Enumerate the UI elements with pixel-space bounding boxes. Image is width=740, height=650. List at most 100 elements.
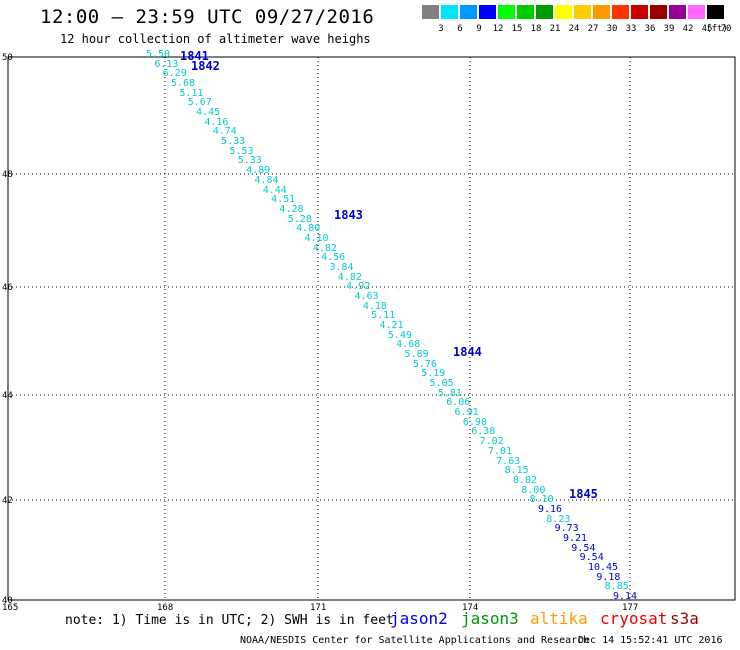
wave-height-label: 8.23 bbox=[546, 513, 571, 525]
legend-label: 30 bbox=[606, 24, 618, 34]
wave-height-label: 9.54 bbox=[579, 552, 604, 564]
wave-height-label: 6.13 bbox=[154, 58, 179, 70]
legend-label: 9 bbox=[476, 24, 482, 34]
wave-height-label: 6.06 bbox=[446, 397, 471, 409]
wave-height-label: 4.92 bbox=[346, 281, 371, 293]
satellite-name: jason2 bbox=[390, 609, 448, 628]
wave-height-label: 9.73 bbox=[554, 523, 579, 535]
wave-height-label: 7.01 bbox=[487, 445, 512, 457]
legend-swatch bbox=[593, 5, 610, 19]
wave-height-label: 5.89 bbox=[404, 349, 429, 361]
page-title: 12:00 – 23:59 UTC 09/27/2016 bbox=[40, 6, 375, 28]
legend-swatch bbox=[460, 5, 477, 19]
legend-swatch bbox=[517, 5, 534, 19]
page-subtitle: 12 hour collection of altimeter wave hei… bbox=[60, 32, 371, 46]
lon-label: 171 bbox=[310, 603, 327, 613]
lat-label: 50 bbox=[2, 53, 13, 63]
satellite-name: altika bbox=[530, 609, 588, 628]
footer-timestamp: Dec 14 15:52:41 UTC 2016 bbox=[578, 635, 723, 646]
wave-height-label: 4.82 bbox=[312, 242, 337, 254]
legend-label: 15 bbox=[511, 24, 523, 34]
wave-height-label: 4.44 bbox=[262, 184, 287, 196]
wave-height-label: 8.10 bbox=[529, 494, 554, 506]
wave-height-label: 5.11 bbox=[179, 87, 204, 99]
wave-height-label: 5.19 bbox=[421, 368, 446, 380]
wave-height-label: 9.18 bbox=[596, 571, 621, 583]
wave-height-label: 5.49 bbox=[387, 329, 412, 341]
wave-height-label: 8.02 bbox=[512, 474, 538, 486]
wave-height-label: 6.90 bbox=[462, 416, 487, 428]
wave-height-label: 4.56 bbox=[321, 252, 346, 264]
wave-height-label: 6.91 bbox=[454, 407, 479, 419]
legend-label: 12 bbox=[492, 24, 504, 34]
map-frame bbox=[7, 56, 736, 601]
legend-label: 24 bbox=[568, 24, 580, 34]
wave-height-label: 7.63 bbox=[496, 455, 521, 467]
legend-label: 45 bbox=[701, 24, 713, 34]
satellite-name: cryosat bbox=[600, 609, 668, 628]
wave-height-label: 5.28 bbox=[287, 213, 312, 225]
wave-height-label: 4.21 bbox=[379, 320, 404, 331]
wave-height-label: 8.85 bbox=[604, 581, 629, 593]
legend-swatch bbox=[688, 5, 705, 19]
lon-label: 177 bbox=[622, 603, 639, 613]
lat-label: 44 bbox=[2, 391, 13, 401]
wave-height-label: 6.38 bbox=[471, 426, 496, 438]
wave-height-label: 9.14 bbox=[613, 591, 638, 602]
legend-swatch bbox=[707, 5, 724, 19]
legend-label: 70 bbox=[720, 24, 732, 34]
legend-swatch bbox=[650, 5, 667, 19]
legend-swatch bbox=[669, 5, 686, 19]
legend-label: 6 bbox=[457, 24, 463, 34]
pass-id-label: 1843 bbox=[334, 208, 363, 222]
legend-swatch bbox=[422, 5, 439, 19]
legend-swatch bbox=[498, 5, 515, 19]
wave-height-label: 7.02 bbox=[479, 436, 504, 448]
legend-label: 33 bbox=[625, 24, 637, 34]
legend-swatch bbox=[479, 5, 496, 19]
wave-height-label: 5.33 bbox=[237, 155, 262, 167]
lat-label: 40 bbox=[2, 596, 13, 606]
wave-height-label: 6.29 bbox=[162, 68, 187, 80]
legend-label: 39 bbox=[663, 24, 675, 34]
wave-height-label: 10.45 bbox=[587, 561, 619, 573]
wave-height-label: 5.05 bbox=[429, 378, 454, 390]
lon-label: 168 bbox=[157, 603, 174, 613]
pass-id-label: 1841 bbox=[180, 49, 209, 63]
wave-height-label: 5.50 bbox=[146, 49, 171, 60]
wave-height-label: 5.11 bbox=[371, 310, 396, 322]
wave-height-label: 4.68 bbox=[396, 339, 421, 351]
wave-height-label: 5.33 bbox=[221, 136, 246, 148]
wave-height-label: 3.84 bbox=[329, 261, 354, 273]
wave-height-label: 5.81 bbox=[437, 387, 462, 399]
wave-height-label: 4.18 bbox=[362, 300, 387, 312]
wave-height-label: 8.00 bbox=[521, 484, 546, 496]
wave-height-label: 8.15 bbox=[504, 465, 529, 477]
footer-note: note: 1) Time is in UTC; 2) SWH is in fe… bbox=[65, 613, 394, 628]
legend-label: 3 bbox=[438, 24, 444, 34]
lon-label: 174 bbox=[462, 603, 479, 613]
wave-height-label: 4.84 bbox=[254, 174, 279, 186]
lat-label: 46 bbox=[2, 283, 13, 293]
wave-height-label: 4.82 bbox=[337, 271, 362, 283]
legend-swatch bbox=[574, 5, 591, 19]
lon-label: 165 bbox=[2, 603, 19, 613]
legend-label: 36 bbox=[644, 24, 656, 34]
wave-height-label: 4.10 bbox=[304, 232, 329, 244]
wave-height-label: 9.54 bbox=[571, 542, 596, 554]
legend-swatch bbox=[631, 5, 648, 19]
pass-id-label: 1844 bbox=[453, 345, 482, 359]
wave-height-label: 4.74 bbox=[212, 126, 237, 138]
satellite-name: jason3 bbox=[461, 609, 519, 628]
legend-label: 21 bbox=[549, 24, 561, 34]
legend-swatch bbox=[555, 5, 572, 19]
legend-label: 18 bbox=[530, 24, 542, 34]
wave-height-label: 4.63 bbox=[354, 290, 379, 302]
wave-height-label: 4.16 bbox=[204, 116, 229, 128]
wave-height-label: 5.76 bbox=[412, 358, 437, 370]
wave-height-label: 5.67 bbox=[187, 97, 212, 109]
wave-height-label: 9.21 bbox=[562, 532, 588, 544]
satellite-name: s3a bbox=[670, 609, 699, 628]
wave-height-label: 4.28 bbox=[279, 203, 304, 215]
